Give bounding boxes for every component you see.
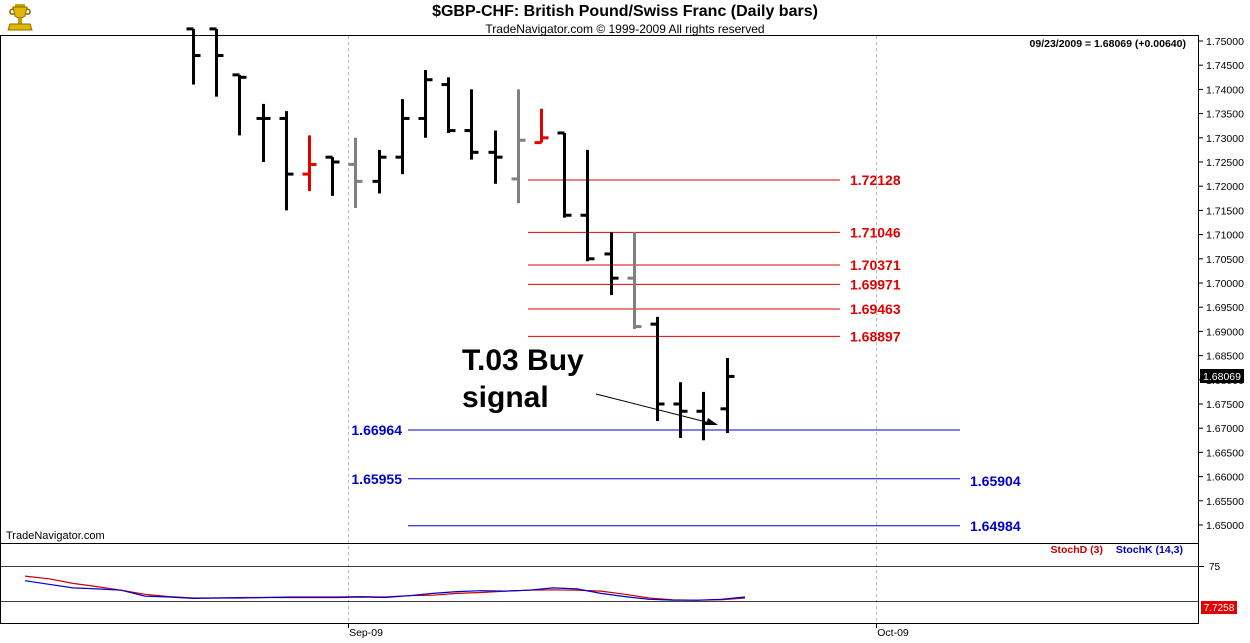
arrow-head-icon — [706, 418, 718, 425]
y-axis-ticks: 1.75000 1.74500 1.74000 1.73500 1.73000 1.725… — [1198, 36, 1244, 532]
grid-lines — [348, 36, 877, 623]
y-tick-label: 1.72500 — [1206, 157, 1244, 169]
stochk-line — [24, 580, 746, 601]
stoch-last-label: 7.7258 — [1204, 603, 1235, 614]
y-tick-label: 1.75000 — [1206, 36, 1244, 48]
x-label-oct: Oct-09 — [877, 627, 909, 639]
x-label-sep: Sep-09 — [349, 627, 383, 639]
annotation-line2: signal — [462, 381, 549, 414]
y-tick-label: 1.69500 — [1206, 302, 1244, 314]
y-tick-label: 1.73000 — [1206, 133, 1244, 145]
stochastic-lines — [24, 575, 746, 601]
level-label: 1.66964 — [351, 422, 402, 438]
last-price-label: 1.68069 — [1203, 371, 1241, 383]
annotation-arrow — [595, 393, 715, 425]
last-price-badge — [1200, 369, 1244, 383]
level-lines: 1.72128 1.71046 1.70371 1.69971 1.69463 1.688… — [351, 172, 1020, 534]
stochd-line — [24, 575, 746, 601]
legend-stochd: StochD (3) — [1051, 544, 1104, 556]
y-tick-label: 1.69000 — [1206, 326, 1244, 338]
y-tick-label: 1.66500 — [1206, 447, 1244, 459]
level-label: 1.65904 — [970, 473, 1021, 489]
y-tick-label: 1.70500 — [1206, 254, 1244, 266]
y-tick-label: 1.71000 — [1206, 230, 1244, 242]
price-panel-frame — [0, 35, 1199, 544]
level-label: 1.69463 — [850, 301, 901, 317]
y-tick-label: 1.74500 — [1206, 60, 1244, 72]
ohlc-bars — [186, 27, 735, 441]
y-tick-label: 1.70000 — [1206, 278, 1244, 290]
y-tick-label: 1.74000 — [1206, 84, 1244, 96]
y-tick-label: 1.72000 — [1206, 181, 1244, 193]
trophy-icon — [4, 2, 36, 34]
last-price-info: 09/23/2009 = 1.68069 (+0.00640) — [1030, 38, 1186, 50]
level-label: 1.70371 — [850, 257, 901, 273]
y-tick-label: 1.65000 — [1206, 520, 1244, 532]
legend-stochk: StochK (14,3) — [1116, 544, 1183, 556]
stoch-last-badge — [1201, 601, 1237, 614]
stoch-panel-frame — [0, 543, 1199, 624]
watermark-text: TradeNavigator.com — [6, 530, 105, 542]
level-label: 1.65955 — [351, 471, 402, 487]
y-tick-label: 1.71500 — [1206, 205, 1244, 217]
level-label: 1.68897 — [850, 328, 901, 344]
level-label: 1.69971 — [850, 276, 901, 292]
y-tick-label: 1.67500 — [1206, 399, 1244, 411]
y-tick-label: 1.68500 — [1206, 351, 1244, 363]
stoch-tick-75: 75 — [1209, 562, 1221, 573]
level-label: 1.64984 — [970, 518, 1021, 534]
y-tick-label: 1.66000 — [1206, 472, 1244, 484]
copyright-text: TradeNavigator.com © 1999-2009 All right… — [485, 22, 765, 36]
level-label: 1.71046 — [850, 224, 901, 240]
y-tick-label: 1.67000 — [1206, 423, 1244, 435]
y-tick-label: 1.73500 — [1206, 109, 1244, 121]
y-tick-label: 1.65500 — [1206, 496, 1244, 508]
chart-title: $GBP-CHF: British Pound/Swiss Franc (Dai… — [432, 3, 818, 20]
level-label: 1.72128 — [850, 172, 901, 188]
annotation-line1: T.03 Buy — [462, 344, 584, 377]
